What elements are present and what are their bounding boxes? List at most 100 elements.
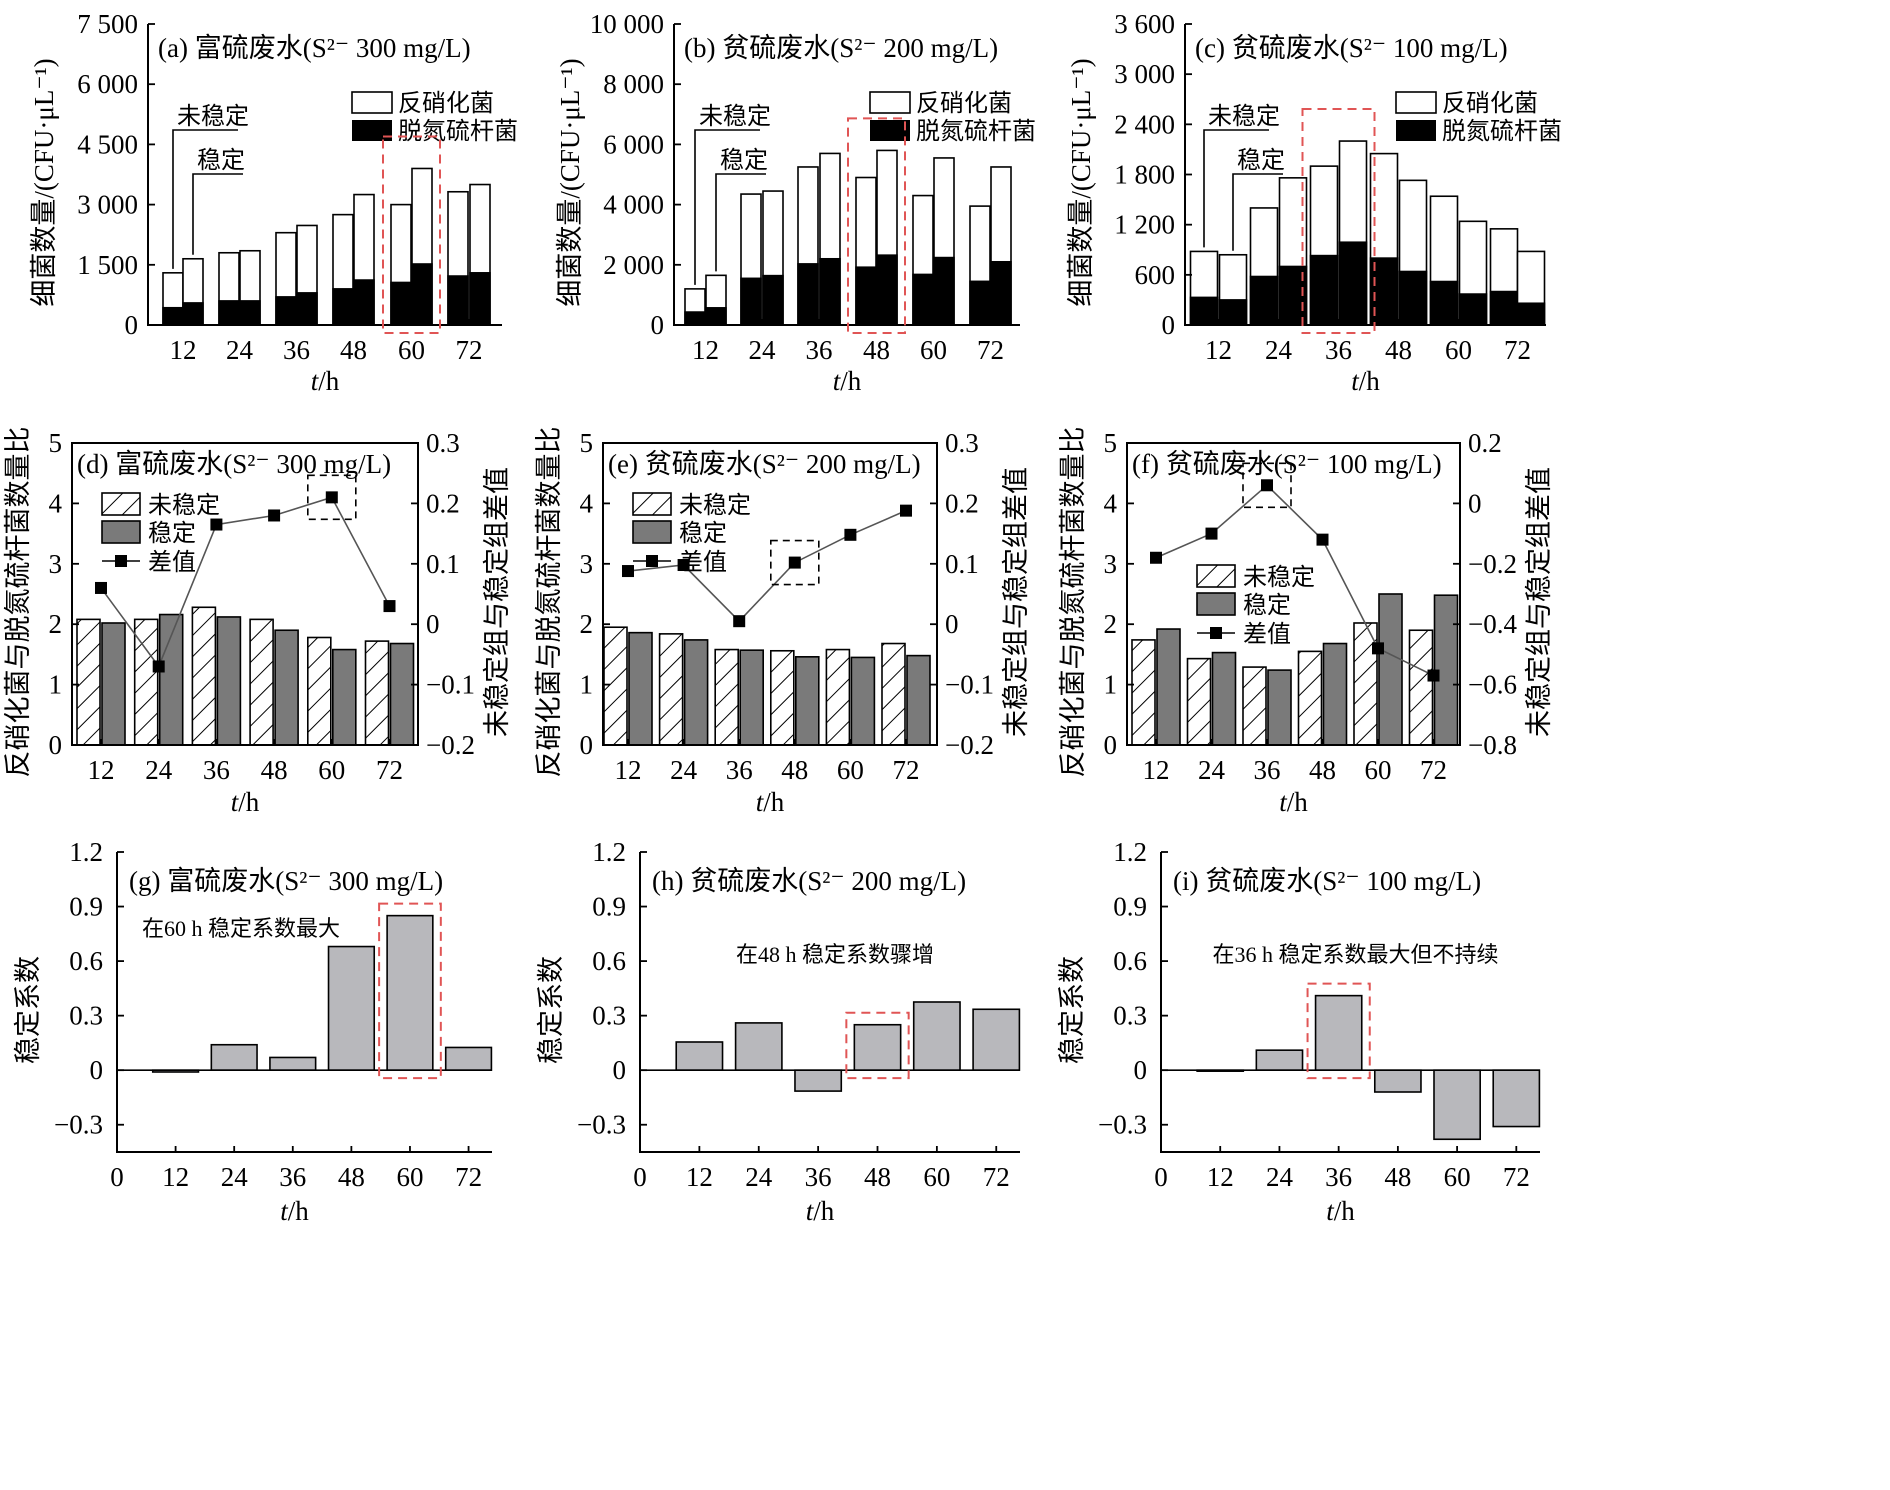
y-tick-label: 1 xyxy=(49,670,63,700)
y2-tick-label: 0.2 xyxy=(426,488,460,518)
x-axis-label-unit: /h xyxy=(813,1196,835,1226)
x-tick-label: 24 xyxy=(145,755,173,785)
x-axis-label-var: t xyxy=(756,787,765,817)
y-tick-label: 3 000 xyxy=(1114,59,1175,89)
bar-thiobacillus xyxy=(182,302,204,326)
bar-thiobacillus xyxy=(684,311,706,326)
x-axis-label-var: t xyxy=(1279,787,1288,817)
bar-thiobacillus xyxy=(1458,293,1488,326)
x-tick-label: 48 xyxy=(261,755,288,785)
bar-unstable xyxy=(714,648,740,746)
legend-label: 反硝化菌 xyxy=(1442,90,1538,117)
difference-marker xyxy=(152,660,165,673)
x-tick-label: 12 xyxy=(1207,1162,1234,1192)
y-tick-label: 0 xyxy=(125,310,139,340)
legend-swatch-stable xyxy=(101,520,141,544)
stable-bracket xyxy=(715,173,766,272)
y2-tick-label: −0.6 xyxy=(1468,670,1517,700)
x-axis-label: t/h xyxy=(1279,787,1308,817)
bar-thiobacillus xyxy=(218,300,240,326)
x-tick-label: 48 xyxy=(1384,1162,1411,1192)
x-tick-label: 24 xyxy=(745,1162,773,1192)
y-axis-label: 细菌数量/(CFU·μL⁻¹) xyxy=(555,58,585,306)
x-tick-label: 0 xyxy=(110,1162,124,1192)
bar-thiobacillus xyxy=(447,275,469,326)
y2-tick-label: 0.3 xyxy=(945,428,979,458)
x-tick-label: 36 xyxy=(1325,1162,1352,1192)
bar-stable xyxy=(850,656,876,746)
bar-unstable xyxy=(1242,666,1267,746)
difference-line xyxy=(1155,484,1434,677)
bar-stable xyxy=(1378,593,1403,746)
legend-label: 未稳定 xyxy=(1243,564,1315,591)
y2-tick-label: −0.4 xyxy=(1468,609,1517,639)
bar-unstable xyxy=(1297,650,1323,746)
y-axis-label: 稳定系数 xyxy=(536,956,566,1064)
y-tick-label: 0.6 xyxy=(592,946,626,976)
stable-annotation: 稳定 xyxy=(1237,147,1285,174)
x-tick-label: 72 xyxy=(983,1162,1010,1192)
bar-thiobacillus xyxy=(411,263,433,326)
legend-label: 稳定 xyxy=(1243,592,1291,619)
difference-marker xyxy=(268,509,281,522)
x-tick-label: 12 xyxy=(170,335,197,365)
bar-thiobacillus xyxy=(1338,241,1368,326)
legend-label: 差值 xyxy=(679,549,727,576)
annotation-text: 在60 h 稳定系数最大 xyxy=(142,916,340,941)
x-tick-label: 12 xyxy=(615,755,642,785)
bar-unstable xyxy=(76,618,101,746)
x-tick-label: 60 xyxy=(923,1162,950,1192)
panel-title: (d) 富硫废水(S²⁻ 300 mg/L) xyxy=(77,449,391,479)
x-tick-label: 60 xyxy=(398,335,425,365)
y-tick-label: 4 xyxy=(49,488,63,518)
bar-stable xyxy=(906,654,931,746)
difference-marker xyxy=(844,528,857,541)
legend-marker xyxy=(646,555,658,567)
x-tick-label: 72 xyxy=(455,1162,482,1192)
legend-label: 稳定 xyxy=(148,520,196,547)
y-tick-label: 0 xyxy=(49,730,63,760)
x-tick-label: 60 xyxy=(920,335,947,365)
unstable-bracket xyxy=(172,129,238,269)
legend-marker xyxy=(1210,627,1222,639)
bar-stable xyxy=(274,629,299,746)
x-tick-label: 24 xyxy=(1266,1162,1294,1192)
difference-line xyxy=(627,509,907,623)
bar-thiobacillus xyxy=(1516,302,1546,326)
y-tick-label: 2 xyxy=(49,609,63,639)
legend-marker xyxy=(115,555,127,567)
x-axis-label-var: t xyxy=(1351,366,1360,396)
x-tick-label: 60 xyxy=(837,755,864,785)
y-axis-label: 细菌数量/(CFU·μL⁻¹) xyxy=(29,58,59,306)
panel-title: (h) 贫硫废水(S²⁻ 200 mg/L) xyxy=(652,866,966,896)
bar-thiobacillus xyxy=(740,277,762,326)
x-axis-label: t/h xyxy=(756,787,785,817)
x-tick-label: 60 xyxy=(318,755,345,785)
bar-thiobacillus xyxy=(1429,280,1459,326)
y-tick-label: 0.3 xyxy=(592,1001,626,1031)
x-axis-label-var: t xyxy=(280,1196,289,1226)
panel-title: (a) 富硫废水(S²⁻ 300 mg/L) xyxy=(158,33,471,63)
unstable-annotation: 未稳定 xyxy=(1208,103,1280,130)
stable-annotation: 稳定 xyxy=(720,147,768,174)
highlight-box xyxy=(1306,982,1371,1080)
y-tick-label: 0 xyxy=(651,310,665,340)
x-tick-label: 72 xyxy=(1503,1162,1530,1192)
y2-tick-label: −0.2 xyxy=(1468,549,1517,579)
x-tick-label: 48 xyxy=(1309,755,1336,785)
y2-tick-label: −0.1 xyxy=(426,670,475,700)
highlight-box xyxy=(1301,108,1376,334)
x-tick-label: 36 xyxy=(1325,335,1352,365)
highlight-box xyxy=(378,902,442,1080)
bar-thiobacillus xyxy=(933,256,955,326)
legend-label: 反硝化菌 xyxy=(916,90,1012,117)
x-tick-label: 36 xyxy=(806,335,833,365)
legend-swatch-stable xyxy=(1196,592,1236,616)
x-tick-label: 24 xyxy=(221,1162,249,1192)
bar-thiobacillus xyxy=(296,292,318,326)
x-tick-label: 24 xyxy=(749,335,777,365)
y-tick-label: 1.2 xyxy=(69,837,103,867)
panel-title: (i) 贫硫废水(S²⁻ 100 mg/L) xyxy=(1173,866,1481,896)
bar-thiobacillus xyxy=(797,263,819,326)
bar-unstable xyxy=(881,642,906,746)
